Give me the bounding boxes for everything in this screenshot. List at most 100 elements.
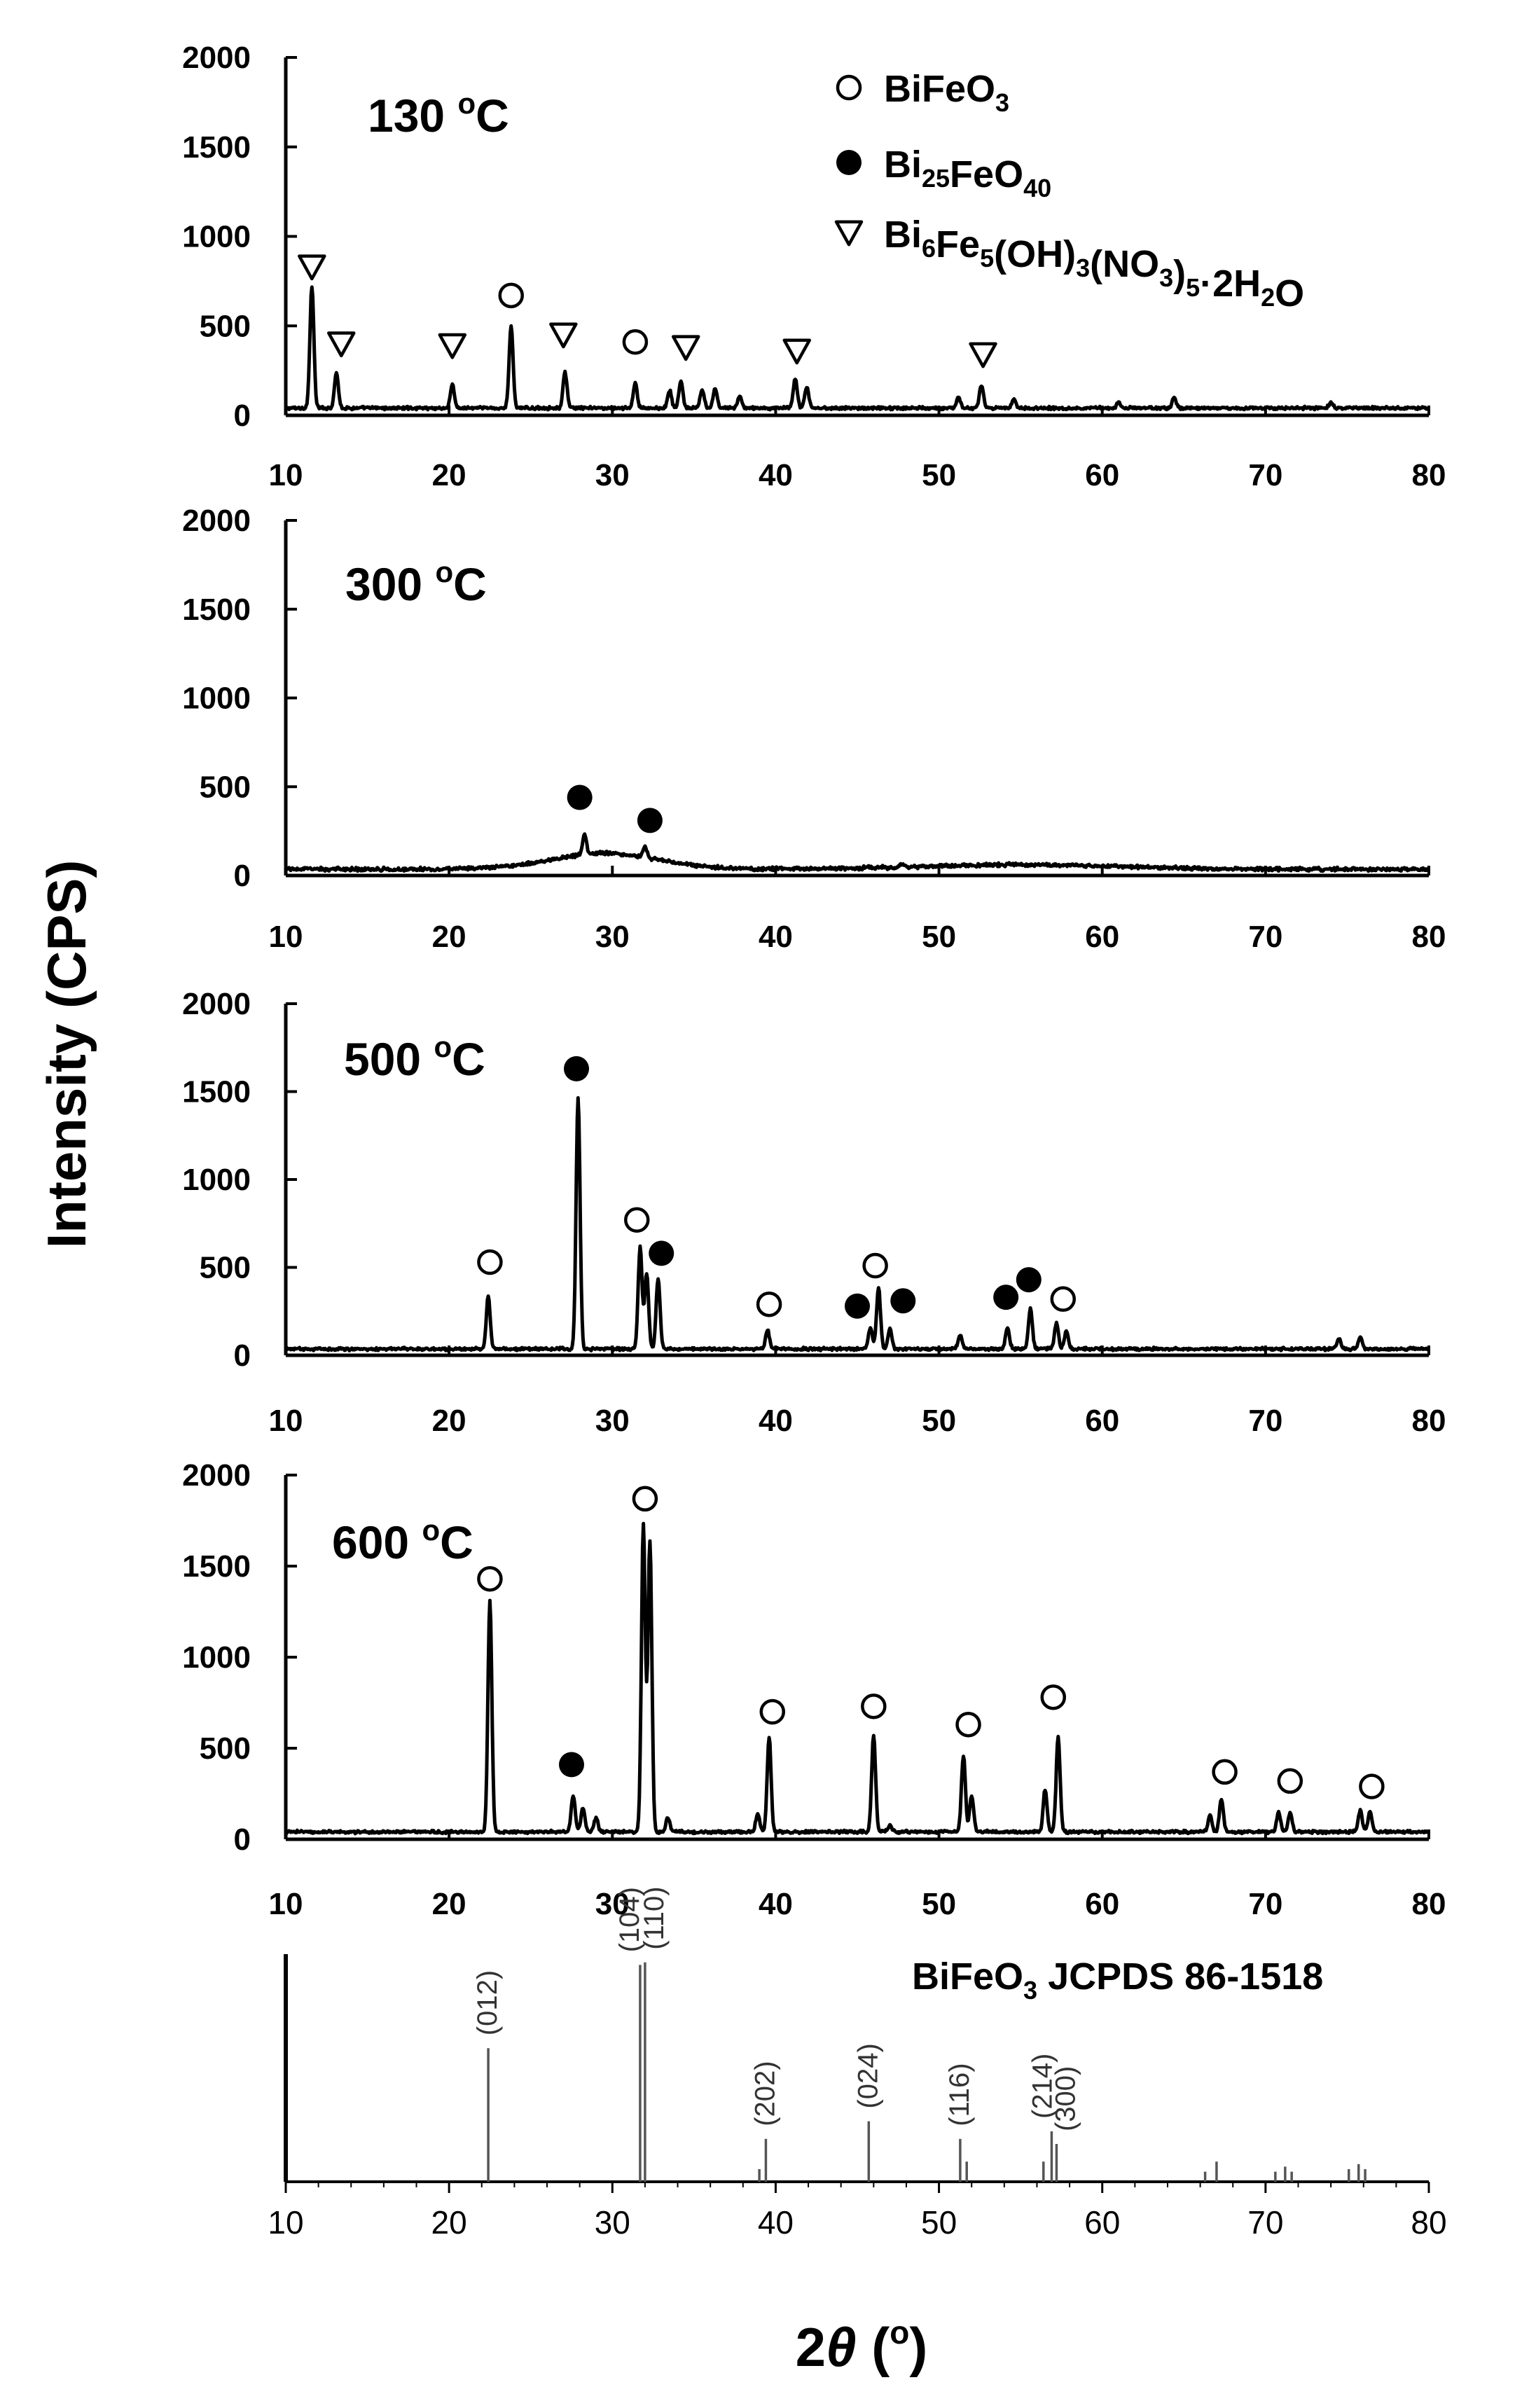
x-tick-label: 20 <box>432 1887 466 1921</box>
x-tick-label: 10 <box>269 1887 303 1921</box>
peak-marker-open-circle <box>1277 1768 1303 1794</box>
x-tick-label: 20 <box>432 920 466 954</box>
peak-marker-open-circle <box>477 1565 503 1592</box>
ref-x-tick-label: 70 <box>1247 2204 1283 2241</box>
peak-marker-filled-circle <box>845 1293 870 1319</box>
ref-x-tick-label: 30 <box>595 2204 630 2241</box>
x-tick-label: 80 <box>1412 1887 1446 1921</box>
xrd-trace-300 <box>284 832 1431 873</box>
x-tick-label: 40 <box>759 920 793 954</box>
x-tick-label: 50 <box>922 1887 956 1921</box>
ref-x-tick-label: 40 <box>758 2204 794 2241</box>
peak-marker-filled-circle <box>993 1285 1019 1310</box>
peak-marker-open-circle <box>624 1207 650 1233</box>
x-tick-label: 20 <box>432 1404 466 1438</box>
peak-marker-open-circle <box>1212 1759 1238 1785</box>
peak-marker-open-circle <box>955 1711 981 1738</box>
hkl-label: (214) <box>1027 2054 1058 2119</box>
x-tick-label: 70 <box>1248 1404 1282 1438</box>
x-tick-label: 30 <box>595 458 630 492</box>
x-tick-label: 60 <box>1085 1404 1119 1438</box>
legend-label: Bi6Fe5(OH)3(NO3)5·2H2O <box>884 214 1304 314</box>
peak-marker-open-triangle <box>327 331 356 358</box>
x-tick-label: 30 <box>595 920 630 954</box>
peak-marker-open-triangle <box>969 342 997 368</box>
peak-marker-filled-circle <box>1016 1267 1042 1293</box>
x-tick-label: 40 <box>759 1404 793 1438</box>
panel-300: 0 500 1000 1500 2000 10 20 30 40 50 60 70 80 300 oC <box>182 504 1446 954</box>
peak-marker-open-circle <box>1050 1286 1077 1312</box>
x-tick-label: 30 <box>595 1887 630 1921</box>
y-tick-label: 2000 <box>182 987 251 1021</box>
peak-marker-filled-circle <box>649 1240 675 1266</box>
peak-marker-filled-circle <box>890 1288 916 1314</box>
x-tick-label: 10 <box>269 920 303 954</box>
legend-symbol-filled-circle <box>836 150 862 175</box>
legend: BiFeO3 Bi25FeO40 Bi6Fe5(OH)3(NO3)5·2H2O <box>834 68 1304 314</box>
x-tick-label: 30 <box>595 1404 630 1438</box>
peak-marker-open-circle <box>1040 1684 1067 1710</box>
legend-label: BiFeO3 <box>884 68 1009 117</box>
x-tick-label: 60 <box>1085 458 1119 492</box>
x-tick-label: 50 <box>922 458 956 492</box>
y-tick-label: 500 <box>200 770 251 804</box>
hkl-label: (012) <box>472 1970 503 2035</box>
hkl-label: (110) <box>639 1886 670 1949</box>
hkl-label: (300) <box>1050 2066 1081 2131</box>
peak-marker-filled-circle <box>563 1056 589 1081</box>
peak-marker-open-circle <box>622 328 649 355</box>
peak-marker-open-triangle <box>438 333 467 359</box>
peak-marker-filled-circle <box>637 808 663 833</box>
y-tick-label: 0 <box>234 1338 251 1373</box>
y-tick-label: 2000 <box>182 504 251 538</box>
hkl-label: (116) <box>944 2063 975 2126</box>
x-tick-label: 40 <box>759 458 793 492</box>
peak-marker-open-circle <box>862 1252 888 1279</box>
x-tick-label: 70 <box>1248 1887 1282 1921</box>
x-tick-label: 60 <box>1085 920 1119 954</box>
peak-marker-open-circle <box>632 1486 658 1512</box>
x-tick-label: 50 <box>922 1404 956 1438</box>
peak-marker-open-triangle <box>549 322 578 349</box>
x-tick-label: 20 <box>432 458 466 492</box>
peak-marker-open-circle <box>1359 1773 1385 1799</box>
y-tick-label: 1000 <box>182 1163 251 1197</box>
y-tick-label: 2000 <box>182 41 251 75</box>
panel-600: 0 500 1000 1500 2000 10 20 30 40 50 60 70 80 600 oC <box>182 1458 1446 1921</box>
x-tick-label: 10 <box>269 458 303 492</box>
x-tick-label: 80 <box>1412 1404 1446 1438</box>
y-tick-label: 500 <box>200 1731 251 1766</box>
y-tick-label: 500 <box>200 309 251 343</box>
y-tick-label: 500 <box>200 1251 251 1285</box>
y-tick-label: 0 <box>234 859 251 893</box>
panel-title-500: 500 oC <box>344 1030 485 1085</box>
peak-marker-open-triangle <box>671 335 700 361</box>
hkl-label: (024) <box>852 2043 883 2108</box>
y-tick-label: 0 <box>234 399 251 433</box>
peak-marker-open-circle <box>477 1249 503 1275</box>
panel-130: 0 500 1000 1500 2000 10 20 30 40 50 60 70 80 130 oC <box>182 41 1446 492</box>
x-axis-title: 2θ (o) <box>796 2314 928 2378</box>
panel-title-130: 130 oC <box>368 87 509 141</box>
y-tick-label: 2000 <box>182 1458 251 1493</box>
legend-symbol-open-circle <box>836 74 862 101</box>
x-tick-label: 50 <box>922 920 956 954</box>
panel-title-600: 600 oC <box>332 1514 473 1568</box>
x-tick-label: 60 <box>1085 1887 1119 1921</box>
x-tick-label: 10 <box>269 1404 303 1438</box>
xrd-trace-600 <box>284 1521 1430 1836</box>
y-tick-label: 1000 <box>182 220 251 254</box>
x-tick-label: 80 <box>1412 920 1446 954</box>
peak-marker-open-triangle <box>782 338 811 365</box>
panel-500: 0 500 1000 1500 2000 10 20 30 40 50 60 70 80 500 oC <box>182 987 1446 1438</box>
peak-marker-open-circle <box>498 282 524 309</box>
ref-x-tick-label: 20 <box>431 2204 467 2241</box>
y-tick-label: 1500 <box>182 1075 251 1109</box>
legend-label: Bi25FeO40 <box>884 144 1051 202</box>
legend-symbol-open-triangle <box>834 220 864 247</box>
y-axis-title: Intensity (CPS) <box>36 860 97 1249</box>
peak-marker-filled-circle <box>559 1752 584 1778</box>
peak-marker-open-circle <box>861 1693 887 1719</box>
y-tick-label: 0 <box>234 1822 251 1857</box>
